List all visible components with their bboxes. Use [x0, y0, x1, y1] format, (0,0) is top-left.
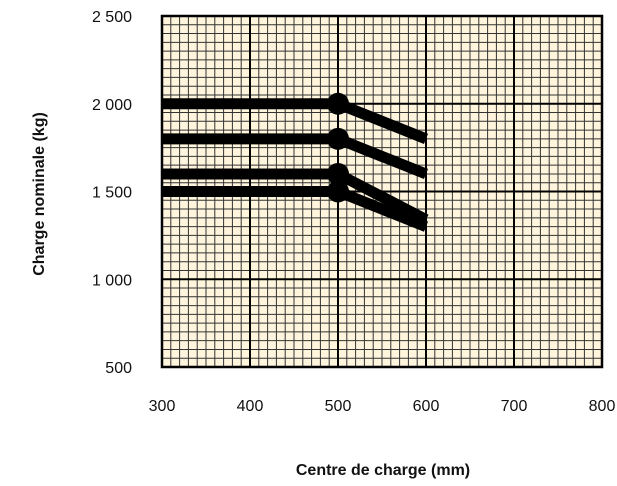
series-marker-2: [327, 127, 349, 150]
y-tick-label: 2 500: [92, 9, 132, 26]
y-tick-label: 2 000: [92, 97, 132, 114]
x-axis-title: Centre de charge (mm): [296, 462, 470, 479]
series-marker-3: [327, 162, 349, 185]
y-tick-label: 1 000: [92, 272, 132, 289]
x-tick-label: 600: [413, 398, 440, 415]
y-axis-title: Charge nominale (kg): [31, 112, 48, 276]
x-tick-label: 400: [237, 398, 264, 415]
tick-labels-layer: 300 400 500 600 700 800 500 1 000 1 500 2 000 2 50…: [92, 9, 615, 415]
x-tick-label: 300: [149, 398, 176, 415]
marker-layer: [327, 92, 349, 203]
series-marker-1: [327, 92, 349, 115]
y-tick-label: 1 500: [92, 185, 132, 202]
x-tick-label: 800: [589, 398, 616, 415]
x-tick-label: 700: [501, 398, 528, 415]
y-tick-label: 500: [105, 360, 132, 377]
x-tick-label: 500: [325, 398, 352, 415]
series-marker-4: [327, 180, 349, 203]
